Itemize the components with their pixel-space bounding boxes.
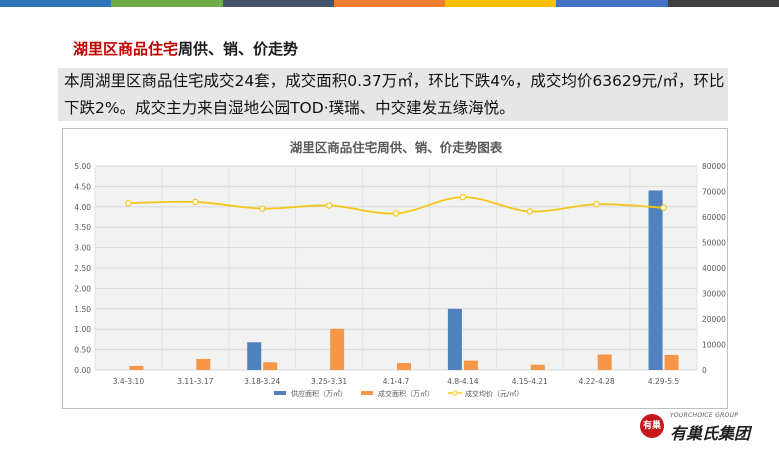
logo-emblem-icon: 有巢 [640, 414, 664, 438]
header-stripe [111, 0, 223, 7]
deal-area-bar [330, 328, 345, 370]
x-tick-label: 3.11-3.17 [177, 377, 213, 386]
chart-legend: 供应面积（万㎡） 成交面积（万㎡） 成交均价（元/㎡） [274, 389, 523, 398]
deal-area-bar [129, 365, 144, 370]
logo-english-name: YOURCHOICE GROUP [670, 412, 739, 419]
slide-title: 湖里区商品住宅周供、销、价走势 [73, 38, 298, 59]
price-line-series [125, 193, 667, 217]
legend-swatch [361, 391, 373, 395]
supply-area-bar [648, 190, 663, 370]
right-tick-label: 0 [702, 366, 707, 375]
header-stripe [0, 0, 112, 7]
left-axis-ticks: 0.00 0.50 1.00 1.50 2.00 2.50 3.00 3.50 4.00 4.50… [74, 162, 91, 375]
left-tick-label: 4.00 [74, 203, 91, 212]
right-axis-ticks: 0 10000 20000 30000 40000 50000 60000 70000 8000… [702, 162, 726, 375]
header-stripe [667, 0, 779, 7]
left-tick-label: 3.50 [74, 223, 91, 232]
legend-label: 供应面积（万㎡） [291, 389, 347, 398]
deal-area-bar [397, 363, 411, 370]
left-tick-label: 1.50 [74, 305, 91, 314]
summary-text: 本周湖里区商品住宅成交24套，成交面积0.37万㎡，环比下跌4%，成交均价636… [58, 68, 728, 121]
price-point [325, 202, 333, 209]
x-tick-label: 4.29-5.5 [648, 377, 680, 386]
chart-grid [94, 165, 698, 371]
price-point [660, 204, 667, 211]
slide-title-rest: 周供、销、价走势 [178, 40, 299, 58]
left-tick-label: 2.00 [74, 284, 91, 293]
x-tick-label: 4.1-4.7 [383, 377, 410, 386]
price-point [192, 198, 199, 206]
deal-area-bar [530, 364, 545, 370]
right-tick-label: 10000 [702, 341, 726, 350]
x-tick-label: 4.8-4.14 [447, 377, 479, 386]
supply-area-bar [247, 342, 262, 370]
chart-svg: 湖里区商品住宅周供、销、价走势图表 0.00 0.50 1.00 1.50 2.00 2.… [74, 140, 726, 398]
header-stripe [333, 0, 446, 7]
right-tick-label: 70000 [702, 188, 726, 197]
deal-area-bar [463, 360, 478, 370]
legend-swatch [274, 391, 286, 395]
header-color-bar [0, 0, 779, 7]
legend-label: 成交均价（元/㎡） [465, 389, 523, 398]
x-tick-label: 3.25-3.31 [311, 377, 347, 386]
x-axis-ticks: 3.4-3.10 3.11-3.17 3.18-3.24 3.25-3.31 4.1-4… [113, 377, 680, 386]
left-tick-label: 3.00 [74, 244, 91, 253]
left-tick-label: 1.00 [74, 325, 91, 334]
company-logo: 有巢 YOURCHOICE GROUP 有巢氏集团 [640, 412, 775, 446]
chart-container: 湖里区商品住宅周供、销、价走势图表 0.00 0.50 1.00 1.50 2.00 2.… [62, 128, 728, 409]
x-tick-label: 4.22-4.28 [579, 377, 615, 386]
left-tick-label: 2.50 [74, 264, 91, 273]
left-tick-label: 5.00 [74, 162, 91, 171]
chart-title: 湖里区商品住宅周供、销、价走势图表 [290, 140, 503, 155]
x-tick-label: 3.4-3.10 [113, 377, 145, 386]
right-tick-label: 40000 [702, 264, 726, 273]
left-tick-label: 4.50 [74, 182, 91, 191]
right-tick-label: 60000 [702, 213, 726, 222]
right-tick-label: 30000 [702, 290, 726, 299]
left-tick-label: 0.50 [74, 346, 91, 355]
legend-marker [452, 390, 458, 396]
x-tick-label: 3.18-3.24 [244, 377, 280, 386]
right-tick-label: 20000 [702, 315, 726, 324]
header-stripe [222, 0, 334, 7]
deal-area-bar [263, 362, 278, 370]
supply-area-bar [447, 308, 462, 370]
x-tick-label: 4.15-4.21 [512, 377, 548, 386]
logo-chinese-name: 有巢氏集团 [670, 424, 751, 443]
chart-bars [129, 190, 679, 370]
price-point [459, 193, 467, 201]
right-tick-label: 80000 [702, 162, 726, 171]
deal-area-bar [664, 354, 679, 370]
legend-label: 成交面积（万㎡） [378, 389, 434, 398]
right-tick-label: 50000 [702, 239, 726, 248]
deal-area-bar [597, 354, 612, 370]
price-point [125, 200, 132, 207]
slide-title-highlight: 湖里区商品住宅 [73, 40, 179, 58]
price-point [526, 208, 533, 215]
header-stripe [556, 0, 668, 7]
price-point [593, 201, 600, 208]
deal-area-bar [196, 358, 211, 370]
price-point [259, 205, 266, 212]
left-tick-label: 0.00 [74, 366, 91, 375]
header-stripe [445, 0, 557, 7]
price-point [392, 210, 400, 217]
